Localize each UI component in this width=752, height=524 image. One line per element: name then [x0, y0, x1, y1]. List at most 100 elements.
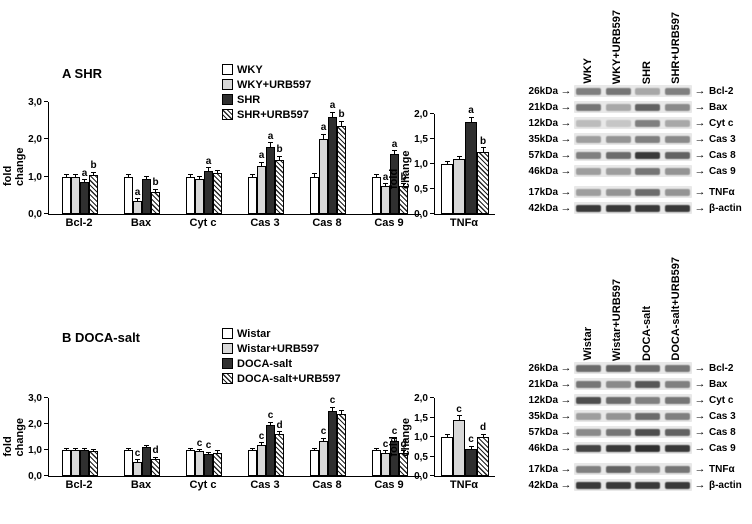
protein-band — [635, 87, 661, 95]
arrow-right-icon: → — [694, 378, 706, 390]
protein-label: Cas 3 — [709, 133, 736, 145]
error-bar-cap — [468, 445, 474, 447]
bar-slot: c — [453, 398, 465, 476]
bar-slot — [89, 398, 98, 476]
error-bar — [84, 180, 85, 183]
molecular-weight-label: 12kDa — [528, 394, 558, 406]
error-bar — [403, 451, 404, 453]
bar — [441, 437, 453, 476]
bar — [213, 452, 222, 476]
y-tick-label: 0,0 — [28, 209, 42, 220]
protein-band — [605, 465, 631, 473]
bar-slot — [186, 102, 195, 214]
protein-band — [635, 151, 661, 159]
arrow-right-icon: → — [560, 362, 572, 374]
significance-letter: a — [258, 150, 265, 161]
blot-lane — [574, 165, 604, 177]
protein-band — [664, 135, 690, 143]
protein-band — [635, 444, 661, 452]
error-bar-cap — [206, 167, 211, 169]
protein-band — [576, 119, 602, 127]
protein-band — [664, 167, 690, 175]
arrow-right-icon: → — [560, 165, 572, 177]
blot-lane — [663, 442, 693, 454]
protein-band — [576, 167, 602, 175]
error-bar-cap — [392, 437, 397, 439]
significance-letter: d — [276, 419, 283, 431]
significance-letter: b — [338, 109, 345, 121]
lane-label: WKY — [581, 58, 594, 84]
error-bar-cap — [312, 172, 317, 174]
blot-lane — [574, 426, 604, 438]
blot-strip — [574, 378, 692, 390]
bar-slot: b — [477, 114, 489, 214]
blot-lane — [604, 101, 634, 113]
molecular-weight-label: 42kDa — [528, 202, 558, 214]
error-bar — [314, 173, 315, 177]
error-bar — [75, 448, 76, 450]
bar — [151, 459, 160, 476]
lane-label: SHR — [640, 60, 653, 84]
significance-letter: c — [134, 447, 141, 459]
error-bar-cap — [144, 444, 149, 446]
blot-lane — [574, 463, 604, 475]
error-bar-cap — [383, 450, 388, 452]
protein-band — [635, 188, 661, 196]
error-bar-cap — [82, 447, 87, 449]
error-bar-cap — [91, 171, 96, 173]
y-tick-mark — [44, 449, 48, 450]
protein-label: TNFα — [709, 186, 735, 198]
bar-slot: a — [465, 106, 477, 214]
arrow-right-icon: → — [694, 442, 706, 454]
bar-slot: c — [319, 398, 328, 476]
bar — [275, 434, 284, 476]
bar-slot: c — [381, 398, 390, 476]
blot-lane — [604, 165, 634, 177]
blot-lane — [663, 165, 693, 177]
protein-band — [605, 103, 631, 111]
bar-slot: a — [266, 102, 275, 214]
bar-slot: a — [390, 102, 399, 214]
error-bar — [458, 156, 460, 159]
x-axis-category-label: Cyt c — [189, 479, 217, 491]
y-tick-mark — [44, 138, 48, 140]
blot-lane — [604, 394, 634, 406]
blot-row: 42kDa → → β-actin — [522, 201, 752, 215]
error-bar-cap — [73, 173, 78, 175]
y-tick-mark — [430, 455, 434, 457]
protein-band — [635, 465, 661, 473]
error-bar-cap — [215, 450, 220, 452]
molecular-weight-label: 21kDa — [528, 378, 558, 390]
y-tick-label: 0,5 — [414, 451, 428, 463]
blot-lane — [574, 101, 604, 113]
significance-letter: b — [479, 135, 487, 147]
error-bar — [323, 438, 324, 441]
bar — [133, 461, 142, 476]
bar — [441, 164, 453, 214]
legend-swatch — [222, 328, 233, 339]
error-bar — [394, 151, 395, 155]
bar-slot — [71, 398, 80, 476]
error-bar — [208, 168, 209, 172]
blot-lane — [604, 426, 634, 438]
protein-band — [664, 428, 690, 436]
lane-label: DOCA-salt+URB597 — [670, 257, 682, 361]
y-tick-label: 0,0 — [414, 209, 428, 220]
error-bar-cap — [144, 175, 149, 177]
protein-band — [576, 428, 602, 436]
protein-label: Bax — [709, 378, 728, 390]
error-bar — [199, 449, 200, 452]
blot-row: 57kDa → → Cas 8 — [522, 425, 752, 439]
y-tick-label: 3,0 — [28, 97, 42, 108]
protein-band — [576, 465, 602, 473]
error-bar-cap — [268, 421, 273, 423]
bar — [337, 126, 346, 214]
panel-a-main-chart: fold change 0,0 1,0 2,0 3,0 a b a b a a a b a a b a a b Bcl… — [0, 96, 440, 229]
blot-strip — [574, 202, 692, 214]
blot-strip — [574, 463, 692, 475]
y-tick-mark — [430, 163, 434, 164]
error-bar-cap — [468, 116, 474, 118]
blot-strip — [574, 410, 692, 422]
blot-lane — [633, 362, 663, 374]
